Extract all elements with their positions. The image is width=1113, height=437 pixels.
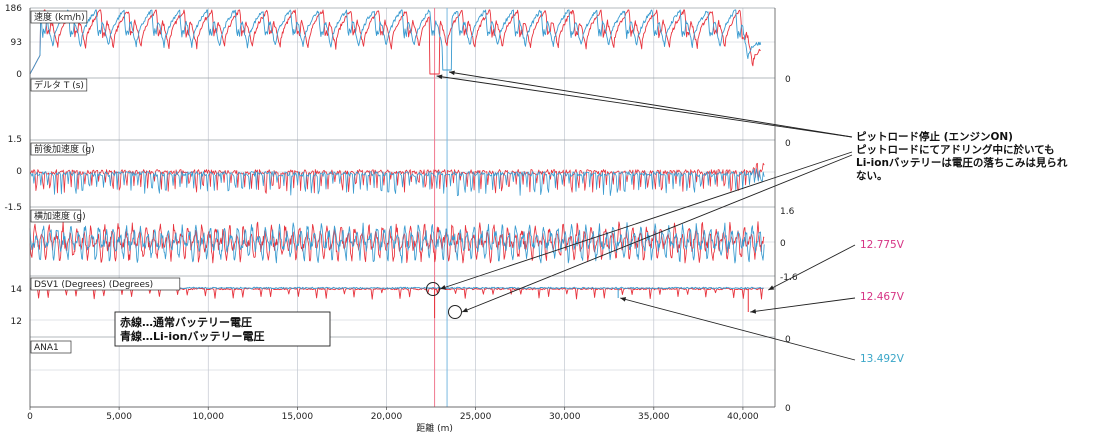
legend-box bbox=[114, 311, 331, 347]
annotations: ピットロード停止 (エンジンON)ピットロードにてアドリング中に於いてもLi-i… bbox=[114, 70, 1068, 365]
pit-annotation-line: ない。 bbox=[856, 170, 888, 182]
speed-trace-red bbox=[29, 9, 761, 75]
axis-ticks: 186 93 0 1.5 0 -1.5 14 12 0 0 1.6 0 -1.6 0 0 0 5,000 10,0… bbox=[4, 4, 797, 434]
x-tick-label: 15,000 bbox=[282, 412, 314, 422]
longg-trace-red bbox=[29, 162, 765, 194]
arrow-v1-head bbox=[768, 285, 775, 290]
voltage-value-label: 13.492V bbox=[860, 353, 905, 365]
left-tick-longg: 1.5 bbox=[8, 135, 22, 145]
x-axis-label: 距離 (m) bbox=[416, 422, 453, 434]
x-tick-label: 35,000 bbox=[638, 412, 670, 422]
right-tick-ana1: 0 bbox=[785, 335, 791, 345]
right-tick-longg: 0 bbox=[785, 139, 791, 149]
left-tick-longg: -1.5 bbox=[4, 203, 22, 213]
x-tick-label: 10,000 bbox=[192, 412, 224, 422]
panel-label-longg: 前後加速度 (g) bbox=[34, 143, 95, 155]
panel-label-deltat: デルタ T (s) bbox=[34, 79, 84, 91]
panel-label-box bbox=[30, 209, 81, 223]
arrow-pit-blue-head bbox=[449, 70, 455, 76]
right-tick-speed: 0 bbox=[785, 75, 791, 85]
panel-label-box bbox=[30, 340, 72, 354]
legend-entry: 赤線…通常バッテリー電圧 bbox=[120, 315, 252, 329]
pit-annotation-line: Li-ionバッテリーは電圧の落ちこみは見られ bbox=[856, 156, 1068, 169]
x-tick-label: 20,000 bbox=[371, 412, 403, 422]
panel-frames bbox=[29, 8, 776, 408]
panel-label-box bbox=[30, 277, 181, 291]
x-tick-label: 25,000 bbox=[460, 412, 492, 422]
panel-label-ana1: ANA1 bbox=[34, 343, 59, 353]
panel-label-box bbox=[30, 10, 88, 24]
left-tick-speed: 93 bbox=[11, 38, 22, 48]
left-tick-speed: 0 bbox=[16, 70, 22, 80]
highlight-circle bbox=[426, 282, 440, 296]
x-tick-label: 40,000 bbox=[727, 412, 759, 422]
arrow-pit-red bbox=[436, 75, 853, 138]
legend-entry: 青線…Li-ionバッテリー電圧 bbox=[120, 329, 265, 343]
arrow-pit-red-head bbox=[436, 74, 443, 80]
panel-label-volt: DSV1 (Degrees) (Degrees) bbox=[34, 280, 153, 290]
arrow-v3 bbox=[620, 297, 856, 361]
x-tick-label: 0 bbox=[27, 412, 33, 422]
panel-label-speed: 速度 (km/h) bbox=[34, 11, 85, 23]
right-tick-latg: 1.6 bbox=[780, 207, 795, 217]
right-tick-latg: 0 bbox=[780, 239, 786, 249]
pit-annotation-line: ピットロードにてアドリング中に於いても bbox=[856, 143, 1055, 156]
arrow-pit-blue bbox=[448, 71, 853, 138]
arrow-v2 bbox=[750, 297, 856, 313]
left-tick-volt: 14 bbox=[11, 285, 23, 295]
grid-layer bbox=[29, 7, 775, 408]
panel-labels: 速度 (km/h) デルタ T (s) 前後加速度 (g) 横加速度 (g) DSV1 … bbox=[30, 10, 181, 354]
speed-trace-blue bbox=[29, 9, 762, 75]
latg-trace-blue bbox=[29, 222, 765, 264]
panel-label-latg: 横加速度 (g) bbox=[34, 210, 86, 222]
highlight-circle bbox=[448, 305, 462, 319]
left-tick-longg: 0 bbox=[16, 167, 22, 177]
right-tick-latg: -1.6 bbox=[780, 273, 798, 283]
arrow-circle-1-head bbox=[440, 285, 446, 290]
arrow-v3-head bbox=[620, 297, 627, 302]
voltage-value-label: 12.775V bbox=[860, 239, 905, 251]
x-tick-label: 5,000 bbox=[106, 412, 132, 422]
arrow-circle-2-head bbox=[462, 307, 468, 313]
latg-trace-red bbox=[29, 221, 765, 264]
right-tick-ana1: 0 bbox=[785, 404, 791, 414]
pit-annotation-line: ピットロード停止 (エンジンON) bbox=[856, 130, 1013, 143]
longg-trace-blue bbox=[29, 168, 765, 197]
left-tick-speed: 186 bbox=[5, 4, 22, 14]
panel-label-box bbox=[30, 78, 88, 92]
panel-label-box bbox=[30, 142, 88, 156]
arrow-v1 bbox=[768, 244, 856, 291]
arrow-circle-1 bbox=[439, 151, 853, 290]
arrow-v2-head bbox=[750, 308, 757, 314]
left-tick-volt: 12 bbox=[11, 317, 22, 327]
arrow-circle-2 bbox=[461, 154, 853, 313]
voltage-value-label: 12.467V bbox=[860, 291, 905, 303]
x-tick-label: 30,000 bbox=[549, 412, 581, 422]
